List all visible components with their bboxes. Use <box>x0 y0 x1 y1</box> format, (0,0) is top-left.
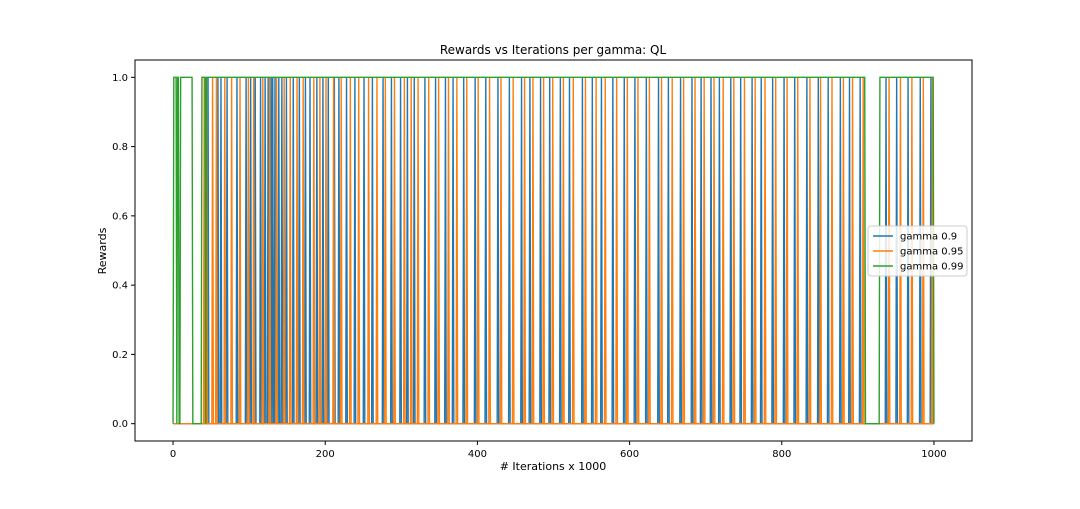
x-tick-label: 0 <box>170 449 176 460</box>
y-tick-label: 0.8 <box>112 142 128 153</box>
y-axis-ticks: 0.0 0.2 0.4 0.6 0.8 1.0 <box>112 73 135 430</box>
legend-label: gamma 0.95 <box>900 247 964 258</box>
y-axis-title: Rewards <box>96 227 109 274</box>
y-tick-label: 0.4 <box>112 281 128 292</box>
x-tick-label: 1000 <box>921 449 946 460</box>
y-tick-label: 0.2 <box>112 350 128 361</box>
chart-title: Rewards vs Iterations per gamma: QL <box>440 43 667 57</box>
series-line-1 <box>173 77 934 425</box>
x-tick-label: 800 <box>772 449 791 460</box>
series-line-2 <box>172 76 935 425</box>
legend: gamma 0.9 gamma 0.95 gamma 0.99 <box>867 225 968 277</box>
y-tick-label: 1.0 <box>112 73 128 84</box>
y-tick-label: 0.6 <box>112 211 128 222</box>
x-tick-label: 600 <box>620 449 639 460</box>
x-axis-ticks: 0 200 400 600 800 1000 <box>170 441 947 460</box>
legend-box <box>867 225 968 277</box>
x-axis-title: # Iterations x 1000 <box>500 460 607 473</box>
legend-label: gamma 0.9 <box>900 232 957 243</box>
x-tick-label: 400 <box>468 449 487 460</box>
y-tick-label: 0.0 <box>112 419 128 430</box>
axes-frame <box>134 59 973 442</box>
plot-lines <box>172 76 935 425</box>
legend-label: gamma 0.99 <box>900 262 964 273</box>
x-tick-label: 200 <box>316 449 335 460</box>
